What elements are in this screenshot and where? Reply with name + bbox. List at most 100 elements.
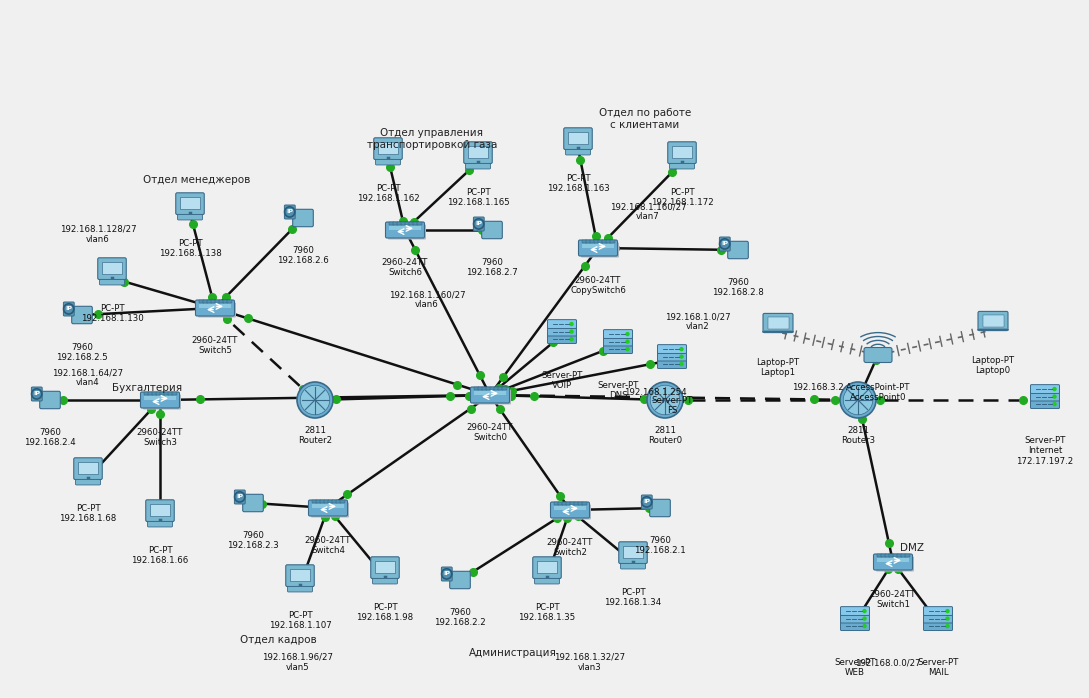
Circle shape [234, 492, 245, 502]
FancyBboxPatch shape [548, 320, 576, 329]
Bar [378, 142, 397, 154]
FancyBboxPatch shape [63, 302, 74, 316]
Circle shape [1052, 387, 1056, 392]
FancyBboxPatch shape [978, 311, 1008, 331]
Text: IP: IP [34, 392, 40, 396]
FancyBboxPatch shape [450, 571, 470, 588]
Bar [672, 146, 692, 158]
FancyBboxPatch shape [603, 329, 633, 339]
FancyBboxPatch shape [841, 622, 869, 630]
Bar [290, 569, 310, 581]
FancyBboxPatch shape [386, 222, 425, 238]
FancyBboxPatch shape [621, 563, 646, 569]
Circle shape [1052, 394, 1056, 399]
FancyBboxPatch shape [658, 345, 686, 353]
Text: 7960
192.168.2.5: 7960 192.168.2.5 [57, 343, 108, 362]
FancyBboxPatch shape [196, 300, 234, 316]
Bar [144, 396, 176, 400]
Bar [392, 221, 397, 225]
Bar [881, 554, 885, 556]
Circle shape [284, 207, 295, 217]
FancyBboxPatch shape [658, 352, 686, 361]
FancyBboxPatch shape [658, 359, 686, 369]
FancyBboxPatch shape [74, 458, 102, 480]
FancyBboxPatch shape [473, 389, 511, 405]
Text: 7960
192.168.2.1: 7960 192.168.2.1 [634, 536, 686, 556]
Bar [319, 500, 325, 503]
Text: PC-PT
192.168.1.138: PC-PT 192.168.1.138 [159, 239, 221, 258]
Text: IP: IP [286, 209, 293, 214]
Bar [147, 392, 152, 394]
Bar [335, 500, 341, 503]
Bar [610, 239, 614, 242]
Circle shape [442, 569, 452, 579]
Text: IP: IP [475, 221, 482, 226]
Bar [144, 392, 148, 394]
Text: 7960
192.168.2.3: 7960 192.168.2.3 [228, 531, 279, 551]
Text: 2811
Router2: 2811 Router2 [298, 426, 332, 445]
Text: 2960-24TT
Switch3: 2960-24TT Switch3 [137, 428, 183, 447]
FancyBboxPatch shape [548, 334, 576, 343]
Text: 7960
192.168.2.6: 7960 192.168.2.6 [277, 246, 329, 265]
FancyBboxPatch shape [198, 302, 236, 318]
Text: 192.168.1.64/27
vlan4: 192.168.1.64/27 vlan4 [52, 368, 123, 387]
Text: 192.168.1.32/27
vlan3: 192.168.1.32/27 vlan3 [554, 653, 625, 672]
Text: 2960-24TT
Switch4: 2960-24TT Switch4 [305, 536, 351, 556]
Text: 7960
192.168.2.7: 7960 192.168.2.7 [466, 258, 518, 277]
FancyBboxPatch shape [308, 500, 347, 516]
Bar [340, 500, 344, 503]
FancyBboxPatch shape [98, 258, 126, 279]
Bar [198, 299, 204, 302]
Circle shape [862, 609, 867, 614]
Circle shape [843, 385, 872, 415]
FancyBboxPatch shape [1030, 385, 1060, 394]
Text: 192.168.1.254: 192.168.1.254 [624, 388, 686, 397]
FancyBboxPatch shape [75, 480, 100, 485]
Circle shape [63, 304, 74, 314]
FancyBboxPatch shape [311, 503, 348, 517]
FancyBboxPatch shape [441, 567, 452, 581]
FancyBboxPatch shape [668, 142, 696, 163]
Text: 7960
192.168.2.2: 7960 192.168.2.2 [435, 608, 486, 628]
Bar [594, 239, 599, 242]
FancyBboxPatch shape [370, 557, 400, 579]
FancyBboxPatch shape [864, 348, 892, 362]
Bar [582, 244, 614, 248]
FancyBboxPatch shape [548, 327, 576, 336]
Text: PC-PT
192.168.1.162: PC-PT 192.168.1.162 [356, 184, 419, 203]
Circle shape [474, 218, 484, 229]
Text: PC-PT
192.168.1.35: PC-PT 192.168.1.35 [518, 603, 576, 623]
Bar [601, 239, 607, 242]
FancyBboxPatch shape [32, 387, 42, 401]
Text: 2960-24TT
CopySwitch6: 2960-24TT CopySwitch6 [570, 276, 626, 295]
Bar [537, 560, 556, 573]
FancyBboxPatch shape [565, 149, 590, 155]
Bar [151, 392, 157, 394]
Bar [78, 462, 98, 474]
Circle shape [297, 382, 333, 418]
Bar [404, 221, 409, 225]
Bar [565, 501, 571, 505]
Circle shape [641, 497, 652, 507]
Circle shape [680, 347, 684, 351]
Bar [570, 501, 575, 505]
FancyBboxPatch shape [564, 128, 592, 149]
Text: 192.168.3.2: 192.168.3.2 [792, 383, 844, 392]
Bar [877, 558, 909, 562]
Bar [163, 392, 169, 394]
Text: DMZ: DMZ [900, 543, 923, 553]
FancyBboxPatch shape [376, 160, 401, 165]
Circle shape [840, 382, 876, 418]
FancyBboxPatch shape [533, 557, 561, 579]
FancyBboxPatch shape [140, 392, 180, 408]
FancyBboxPatch shape [39, 392, 60, 409]
Bar [598, 239, 602, 242]
FancyBboxPatch shape [923, 622, 953, 630]
FancyBboxPatch shape [464, 142, 492, 163]
Bar [416, 221, 421, 225]
Text: PC-PT
192.168.1.163: PC-PT 192.168.1.163 [547, 174, 610, 193]
FancyBboxPatch shape [876, 556, 914, 572]
FancyBboxPatch shape [650, 499, 671, 517]
Text: Отдел управления
транспортировкой газа: Отдел управления транспортировкой газа [367, 128, 498, 149]
Text: IP: IP [65, 306, 72, 311]
